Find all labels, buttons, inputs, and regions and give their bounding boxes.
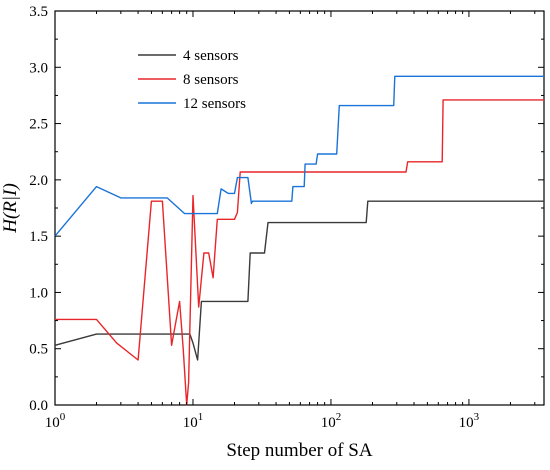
x-tick-label-exponent: 0	[60, 411, 66, 423]
x-axis-title: Step number of SA	[226, 440, 372, 461]
x-tick-label: 101	[183, 411, 204, 431]
y-tick-label: 2.0	[29, 173, 48, 189]
y-tick-label: 0.0	[29, 398, 48, 414]
x-tick-label-exponent: 2	[336, 411, 342, 423]
series-layer	[54, 75, 544, 406]
x-tick-label: 100	[45, 411, 66, 431]
x-tick-label-exponent: 3	[474, 411, 480, 423]
plot-frame-group	[54, 10, 545, 406]
x-tick-label-base: 10	[45, 415, 60, 431]
y-axis-title: H(R|I)	[0, 183, 21, 234]
x-tick-label-base: 10	[321, 415, 336, 431]
y-tick-label: 1.0	[29, 285, 48, 301]
series-line-2	[55, 99, 544, 406]
y-tick-label: 3.0	[29, 60, 48, 76]
legend-label: 8 sensors	[183, 72, 239, 88]
x-tick-label: 103	[459, 411, 480, 431]
series-line-1	[54, 200, 544, 361]
x-tick-label-base: 10	[183, 415, 198, 431]
x-tick-label-base: 10	[459, 415, 474, 431]
y-tick-label: 2.5	[29, 117, 48, 133]
legend: 4 sensors 8 sensors 12 sensors	[138, 48, 246, 112]
legend-label: 12 sensors	[183, 96, 246, 112]
y-tick-label: 3.5	[29, 4, 48, 20]
x-tick-label: 102	[321, 411, 342, 431]
y-tick-label: 1.5	[29, 229, 48, 245]
y-tick-label: 0.5	[29, 342, 48, 358]
plot-frame	[54, 10, 545, 406]
legend-label: 4 sensors	[183, 48, 239, 64]
series-line-3	[54, 75, 544, 237]
x-tick-label-exponent: 1	[198, 411, 204, 423]
